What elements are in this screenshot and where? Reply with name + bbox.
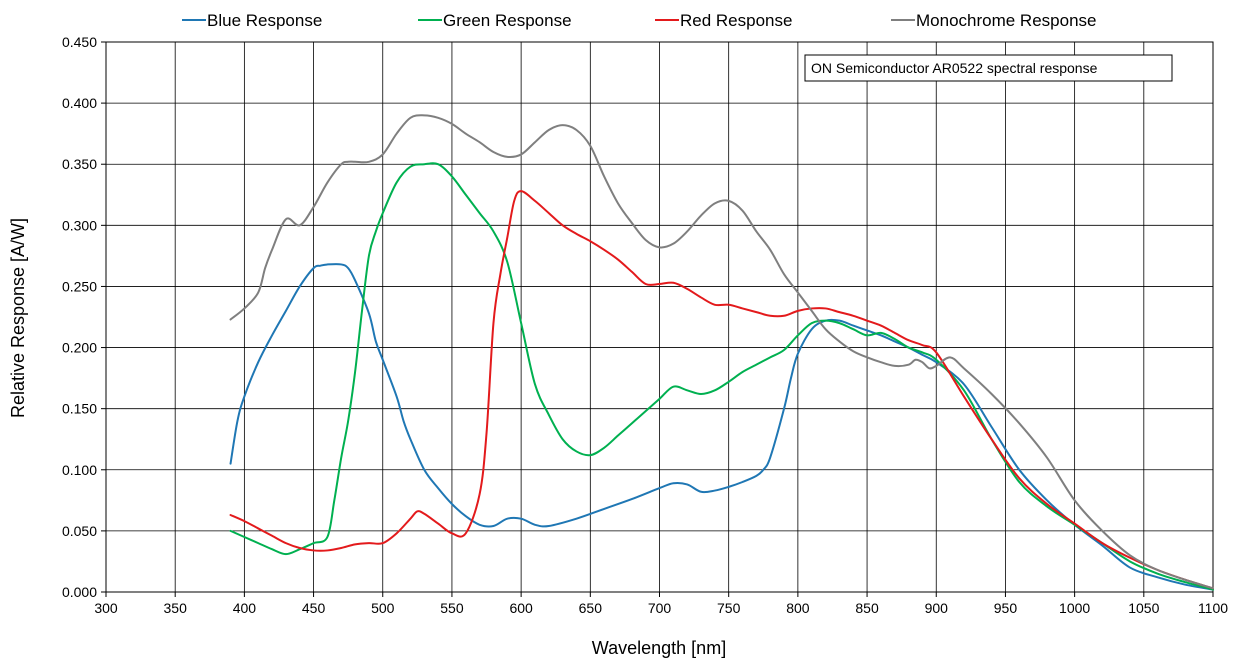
x-axis-ticks: 300 350 400 450 500 550 600 650 700 750 800 850 900 9… [94, 592, 1228, 616]
y-tick-label: 0.000 [62, 584, 97, 600]
y-tick-label: 0.100 [62, 462, 97, 478]
y-tick-label: 0.250 [62, 278, 97, 294]
y-tick-label: 0.350 [62, 156, 97, 172]
y-axis-ticks: 0.000 0.050 0.100 0.150 0.200 0.250 0.300 0.350… [62, 34, 106, 600]
x-tick-label: 850 [855, 600, 879, 616]
x-tick-label: 600 [509, 600, 533, 616]
annotation-box: ON Semiconductor AR0522 spectral respons… [804, 54, 1173, 82]
y-tick-label: 0.400 [62, 95, 97, 111]
x-tick-label: 350 [164, 600, 188, 616]
y-tick-label: 0.300 [62, 217, 97, 233]
y-tick-label: 0.050 [62, 523, 97, 539]
x-tick-label: 550 [440, 600, 464, 616]
x-tick-label: 1000 [1059, 600, 1090, 616]
legend-label-green-response: Green Response [443, 11, 572, 30]
x-tick-label: 500 [371, 600, 395, 616]
annotation-frame [804, 54, 1173, 82]
series-line-red-response [229, 190, 1214, 590]
annotation-text: ON Semiconductor AR0522 spectral respons… [811, 60, 1098, 76]
x-tick-label: 800 [786, 600, 810, 616]
y-tick-label: 0.450 [62, 34, 97, 50]
series-line-monochrome-response [229, 114, 1214, 590]
x-tick-label: 750 [717, 600, 741, 616]
y-tick-label: 0.200 [62, 340, 97, 356]
series-line-green-response [229, 162, 1214, 591]
x-tick-label: 700 [648, 600, 672, 616]
series-lines [229, 114, 1214, 591]
y-axis-title: Relative Response [A/W] [8, 218, 28, 418]
x-axis-title: Wavelength [nm] [592, 638, 726, 658]
x-tick-label: 450 [302, 600, 326, 616]
legend-label-blue-response: Blue Response [207, 11, 322, 30]
y-tick-label: 0.150 [62, 401, 97, 417]
x-tick-label: 900 [925, 600, 949, 616]
x-tick-label: 300 [94, 600, 118, 616]
x-tick-label: 400 [233, 600, 257, 616]
x-tick-label: 950 [994, 600, 1018, 616]
legend: Blue Response Green Response Red Response M… [182, 11, 1096, 30]
series-line-blue-response [229, 263, 1214, 591]
x-tick-label: 650 [579, 600, 603, 616]
x-tick-label: 1050 [1128, 600, 1159, 616]
legend-label-red-response: Red Response [680, 11, 792, 30]
legend-label-monochrome-response: Monochrome Response [916, 11, 1096, 30]
x-tick-label: 1100 [1198, 600, 1228, 616]
